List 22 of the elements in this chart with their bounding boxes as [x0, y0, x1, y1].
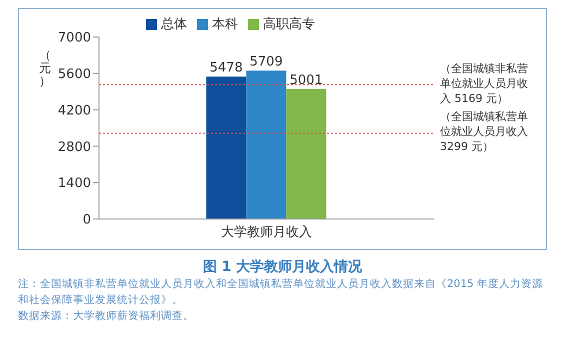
bar [206, 76, 246, 219]
data-label: 5709 [250, 54, 283, 70]
bar [286, 88, 326, 219]
text: 图 1 大学教师月收入情况 [202, 258, 364, 276]
legend-label: 高职高专 [263, 17, 315, 32]
legend-label: 本科 [212, 17, 238, 32]
y-tick-label: 2800 [58, 140, 91, 155]
ref-line-label: （全国城镇非私营单位就业人员月收入 5169 元） [440, 60, 529, 106]
ref-line-label: （全国城镇私营单位就业人员月收入 3299 元） [440, 109, 529, 154]
y-axis-title: （元） [39, 49, 51, 88]
source-note: 数据来源：大学教师薪资福利调查。 [18, 309, 195, 324]
y-tick-label: 4200 [58, 103, 91, 118]
text: 注：全国城镇非私营单位就业人员月收入和全国城镇私营单位就业人员月收入数据来自《2015 年度人力资源和社会保障事业发展统计公报》。 [18, 277, 544, 308]
legend-label: 总体 [161, 17, 187, 32]
y-tick-label: 7000 [58, 30, 91, 46]
y-tick-label: 0 [82, 212, 91, 228]
y-tick-label: 5600 [58, 67, 91, 82]
x-tick-label: 大学教师月收入 [221, 225, 312, 240]
data-label: 5478 [210, 60, 243, 76]
data-label: 5001 [290, 72, 323, 88]
bar [246, 70, 286, 219]
y-tick-label: 1400 [58, 176, 91, 192]
